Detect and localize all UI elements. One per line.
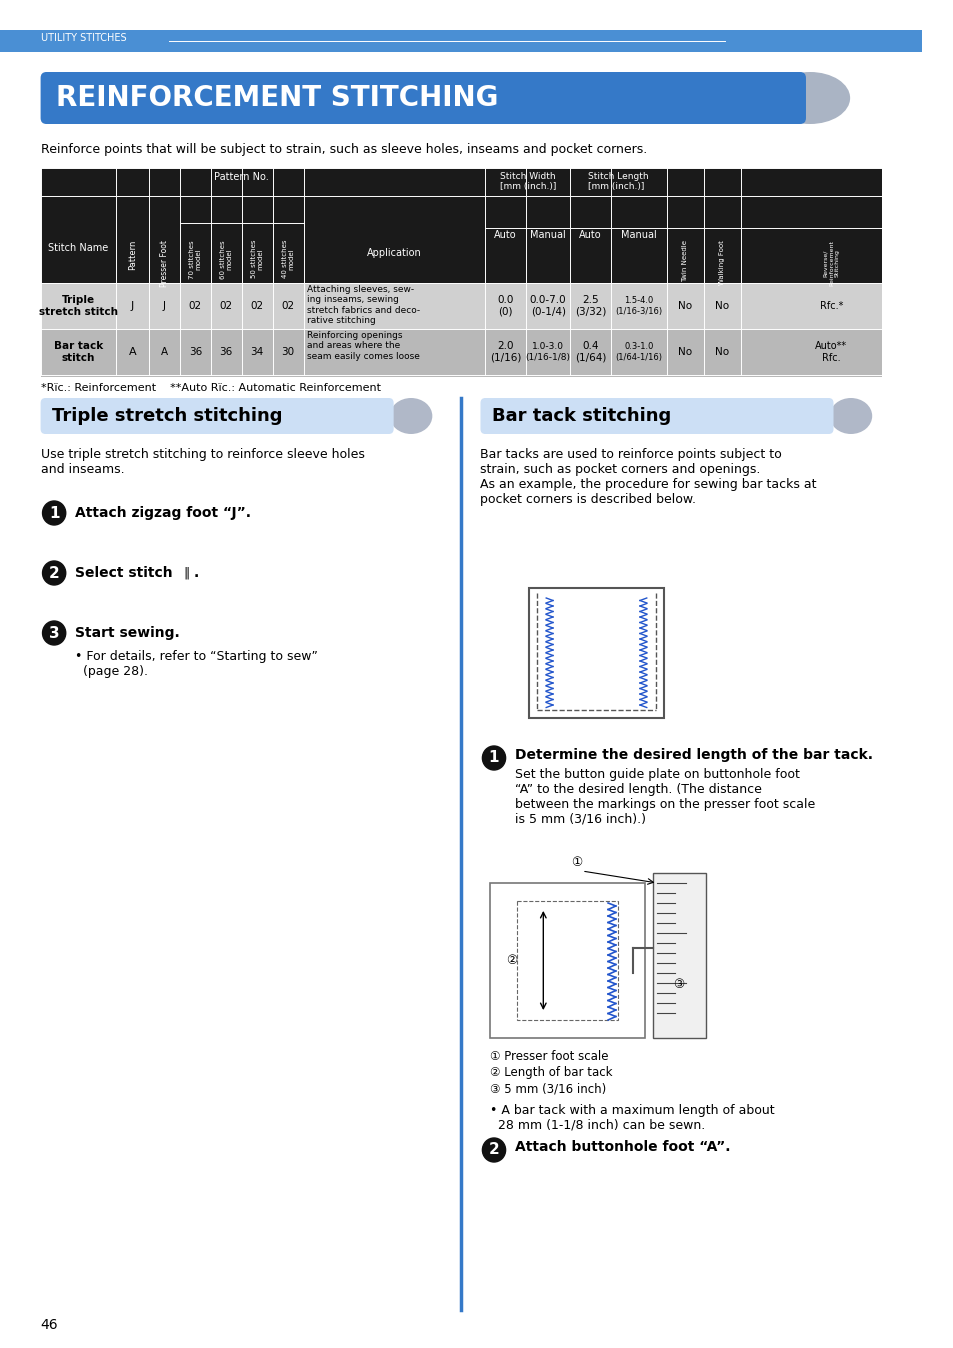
- Text: J: J: [131, 301, 134, 311]
- Text: 0.0-7.0
(0-1/4): 0.0-7.0 (0-1/4): [529, 295, 566, 317]
- Text: 02: 02: [189, 301, 202, 311]
- Text: *Rïc.: Reinforcement    **Auto Rïc.: Automatic Reinforcement: *Rïc.: Reinforcement **Auto Rïc.: Automa…: [41, 383, 380, 394]
- Text: ② Length of bar tack: ② Length of bar tack: [490, 1066, 612, 1078]
- Text: Attach buttonhole foot “A”.: Attach buttonhole foot “A”.: [515, 1140, 730, 1154]
- Text: Bar tacks are used to reinforce points subject to
strain, such as pocket corners: Bar tacks are used to reinforce points s…: [480, 448, 816, 506]
- Text: Reinforcing openings
and areas where the
seam easily comes loose: Reinforcing openings and areas where the…: [307, 332, 420, 361]
- Circle shape: [482, 1138, 505, 1162]
- Text: Stitch Width
[mm (inch.)]: Stitch Width [mm (inch.)]: [499, 173, 556, 191]
- Text: 1: 1: [488, 751, 498, 766]
- Ellipse shape: [829, 398, 871, 434]
- Text: • For details, refer to “Starting to sew”
  (page 28).: • For details, refer to “Starting to sew…: [75, 650, 318, 678]
- Text: ‖: ‖: [184, 566, 190, 580]
- Text: Start sewing.: Start sewing.: [75, 625, 180, 640]
- Text: UTILITY STITCHES: UTILITY STITCHES: [41, 32, 126, 43]
- Text: Presser Foot: Presser Foot: [160, 240, 169, 287]
- Ellipse shape: [769, 71, 849, 124]
- Text: 1.0-3.0
(1/16-1/8): 1.0-3.0 (1/16-1/8): [525, 342, 570, 361]
- Text: A: A: [161, 346, 168, 357]
- Text: .: .: [193, 566, 198, 580]
- Text: Set the button guide plate on buttonhole foot
“A” to the desired length. (The di: Set the button guide plate on buttonhole…: [515, 768, 815, 826]
- Text: No: No: [678, 346, 692, 357]
- Ellipse shape: [390, 398, 432, 434]
- Text: 40 stitches
model: 40 stitches model: [281, 240, 294, 279]
- Text: Pattern No.: Pattern No.: [214, 173, 269, 182]
- Circle shape: [43, 561, 66, 585]
- Text: 0.3-1.0
(1/64-1/16): 0.3-1.0 (1/64-1/16): [615, 342, 661, 361]
- FancyBboxPatch shape: [41, 71, 805, 124]
- Text: • A bar tack with a maximum length of about
  28 mm (1-1/8 inch) can be sewn.: • A bar tack with a maximum length of ab…: [490, 1104, 774, 1132]
- Text: Twin Needle: Twin Needle: [681, 240, 688, 282]
- Text: Attaching sleeves, sew-
ing inseams, sewing
stretch fabrics and deco-
rative sti: Attaching sleeves, sew- ing inseams, sew…: [307, 284, 420, 325]
- Text: Stitch Name: Stitch Name: [49, 243, 109, 253]
- Text: ②: ②: [505, 954, 517, 967]
- Text: Reinforce points that will be subject to strain, such as sleeve holes, inseams a: Reinforce points that will be subject to…: [41, 143, 646, 156]
- FancyBboxPatch shape: [480, 398, 833, 434]
- Text: Bar tack
stitch: Bar tack stitch: [53, 341, 103, 363]
- Text: 70 stitches
model: 70 stitches model: [189, 240, 202, 279]
- FancyBboxPatch shape: [528, 588, 663, 718]
- Text: ③: ③: [673, 979, 684, 991]
- FancyBboxPatch shape: [41, 283, 881, 329]
- FancyBboxPatch shape: [652, 874, 705, 1038]
- Text: Pattern: Pattern: [128, 240, 137, 271]
- Text: Manual: Manual: [620, 231, 657, 240]
- Text: 0.4
(1/64): 0.4 (1/64): [575, 341, 606, 363]
- Text: Auto: Auto: [494, 231, 517, 240]
- Text: 3: 3: [49, 625, 59, 640]
- Text: Bar tack stitching: Bar tack stitching: [492, 407, 671, 425]
- Text: 1: 1: [49, 506, 59, 520]
- Text: ③ 5 mm (3/16 inch): ③ 5 mm (3/16 inch): [490, 1082, 606, 1095]
- Text: Triple
stretch stitch: Triple stretch stitch: [39, 295, 117, 317]
- Text: No: No: [715, 301, 728, 311]
- Text: Application: Application: [367, 248, 421, 257]
- Circle shape: [43, 501, 66, 524]
- Text: J: J: [163, 301, 166, 311]
- FancyBboxPatch shape: [0, 30, 922, 53]
- Text: Auto: Auto: [578, 231, 601, 240]
- Text: 30: 30: [281, 346, 294, 357]
- Text: 50 stitches
model: 50 stitches model: [251, 240, 263, 279]
- Text: Rfc.*: Rfc.*: [819, 301, 842, 311]
- Text: A: A: [129, 346, 136, 357]
- Text: Triple stretch stitching: Triple stretch stitching: [52, 407, 282, 425]
- Text: 02: 02: [219, 301, 233, 311]
- Text: Walking Foot: Walking Foot: [719, 240, 724, 284]
- Text: ① Presser foot scale: ① Presser foot scale: [490, 1050, 608, 1064]
- Text: 0.0
(0): 0.0 (0): [497, 295, 514, 317]
- Text: Stitch Length
[mm (inch.)]: Stitch Length [mm (inch.)]: [588, 173, 648, 191]
- Text: Determine the desired length of the bar tack.: Determine the desired length of the bar …: [515, 748, 872, 762]
- Text: Use triple stretch stitching to reinforce sleeve holes
and inseams.: Use triple stretch stitching to reinforc…: [41, 448, 364, 476]
- Text: 46: 46: [41, 1318, 58, 1332]
- Text: Reverse/
Reinforcement
Stitching: Reverse/ Reinforcement Stitching: [822, 240, 839, 286]
- Text: Attach zigzag foot “J”.: Attach zigzag foot “J”.: [75, 506, 252, 520]
- Text: 2: 2: [488, 1143, 498, 1158]
- Text: 2.5
(3/32): 2.5 (3/32): [575, 295, 606, 317]
- Circle shape: [43, 621, 66, 644]
- Text: 36: 36: [219, 346, 233, 357]
- Text: No: No: [715, 346, 728, 357]
- Text: 2: 2: [49, 566, 59, 581]
- Text: Manual: Manual: [530, 231, 565, 240]
- Text: Select stitch: Select stitch: [75, 566, 172, 580]
- Circle shape: [482, 745, 505, 770]
- Text: 1.5-4.0
(1/16-3/16): 1.5-4.0 (1/16-3/16): [615, 297, 662, 315]
- Text: 02: 02: [251, 301, 263, 311]
- FancyBboxPatch shape: [41, 168, 881, 375]
- FancyBboxPatch shape: [517, 900, 618, 1020]
- FancyBboxPatch shape: [490, 883, 644, 1038]
- Text: 34: 34: [251, 346, 263, 357]
- FancyBboxPatch shape: [41, 398, 394, 434]
- Text: 36: 36: [189, 346, 202, 357]
- Text: ①: ①: [571, 856, 582, 869]
- Text: 2.0
(1/16): 2.0 (1/16): [490, 341, 520, 363]
- Text: 02: 02: [281, 301, 294, 311]
- Text: Auto**
Rfc.: Auto** Rfc.: [815, 341, 846, 363]
- Text: REINFORCEMENT STITCHING: REINFORCEMENT STITCHING: [56, 84, 497, 112]
- Text: No: No: [678, 301, 692, 311]
- FancyBboxPatch shape: [41, 329, 881, 377]
- Text: 60 stitches
model: 60 stitches model: [219, 240, 233, 279]
